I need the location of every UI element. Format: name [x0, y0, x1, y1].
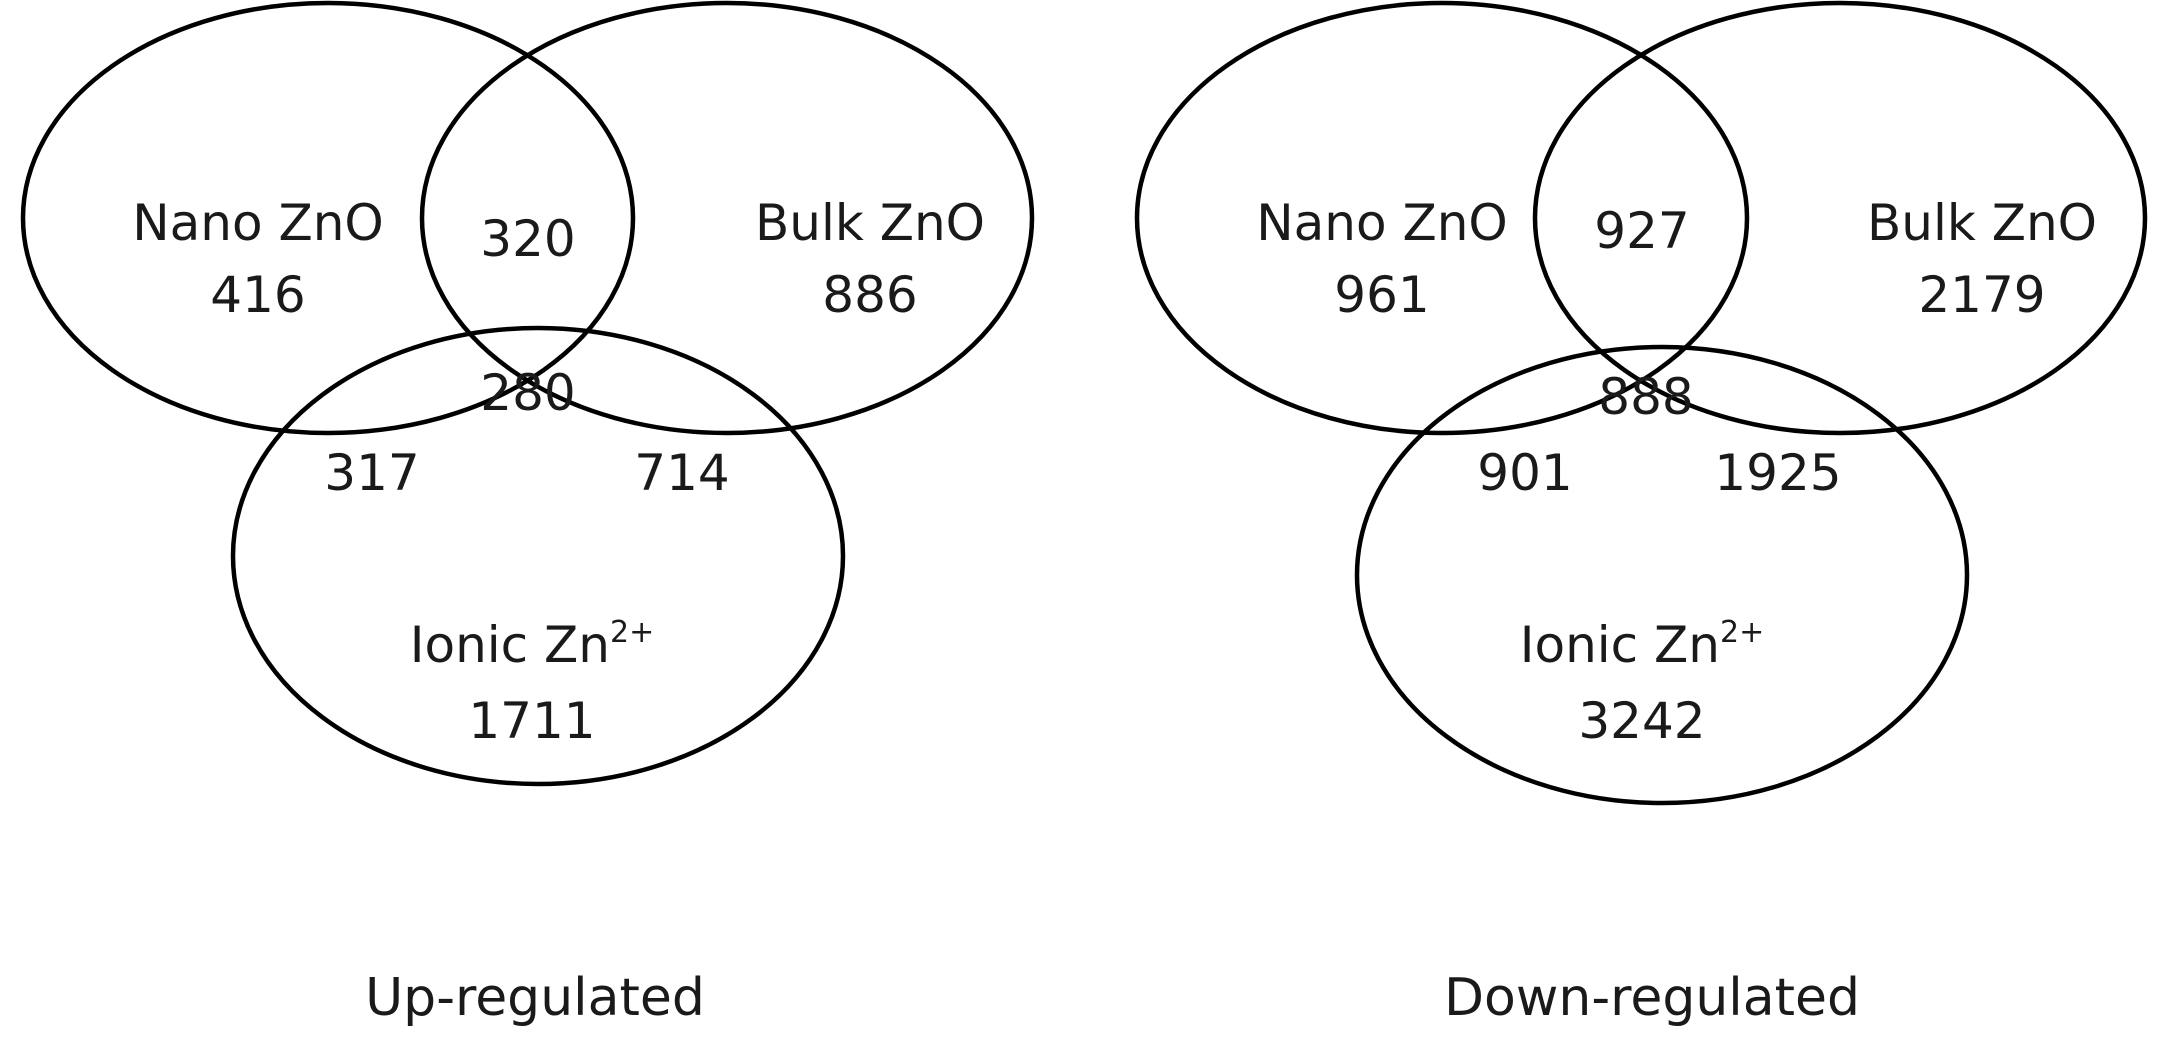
label-nano-zno-count: 416	[210, 266, 305, 324]
label-overlap-nano-ionic: 901	[1477, 444, 1572, 502]
label-ionic-zn-base: Ionic Zn	[410, 616, 610, 674]
circle-ionic-zn	[230, 325, 846, 787]
label-nano-zno-count: 961	[1334, 266, 1429, 324]
label-overlap-all-three: 888	[1598, 368, 1693, 426]
circle-bulk-zno	[1532, 0, 2148, 436]
label-ionic-zn-name: Ionic Zn2+	[1520, 615, 1764, 674]
label-overlap-bulk-ionic: 714	[634, 444, 729, 502]
label-overlap-nano-bulk: 320	[480, 210, 575, 268]
label-nano-zno-name: Nano ZnO	[132, 194, 384, 252]
venn-diagram-up-regulated: Nano ZnO 416 Bulk ZnO 886 320 280 317 71…	[20, 0, 1035, 1028]
label-bulk-zno-name: Bulk ZnO	[755, 194, 985, 252]
circle-ionic-zn	[1354, 344, 1970, 806]
label-bulk-zno-count: 2179	[1918, 266, 2045, 324]
label-overlap-nano-ionic: 317	[324, 444, 419, 502]
label-bulk-zno-count: 886	[822, 266, 917, 324]
label-ionic-zn-name: Ionic Zn2+	[410, 615, 654, 674]
label-overlap-bulk-ionic: 1925	[1714, 444, 1841, 502]
caption-up-regulated: Up-regulated	[365, 968, 705, 1028]
label-ionic-zn-superscript: 2+	[1720, 615, 1764, 650]
venn-diagram-down-regulated: Nano ZnO 961 Bulk ZnO 2179 927 888 901 1…	[1134, 0, 2148, 1028]
label-overlap-all-three: 280	[480, 364, 575, 422]
label-ionic-zn-count: 3242	[1578, 692, 1705, 750]
label-nano-zno-name: Nano ZnO	[1256, 194, 1508, 252]
label-ionic-zn-superscript: 2+	[610, 615, 654, 650]
label-bulk-zno-name: Bulk ZnO	[1867, 194, 2097, 252]
caption-down-regulated: Down-regulated	[1444, 968, 1860, 1028]
label-ionic-zn-base: Ionic Zn	[1520, 616, 1720, 674]
label-ionic-zn-count: 1711	[468, 692, 595, 750]
circle-bulk-zno	[419, 0, 1035, 436]
circle-nano-zno	[1134, 0, 1750, 436]
circle-nano-zno	[20, 0, 636, 436]
label-overlap-nano-bulk: 927	[1594, 202, 1689, 260]
